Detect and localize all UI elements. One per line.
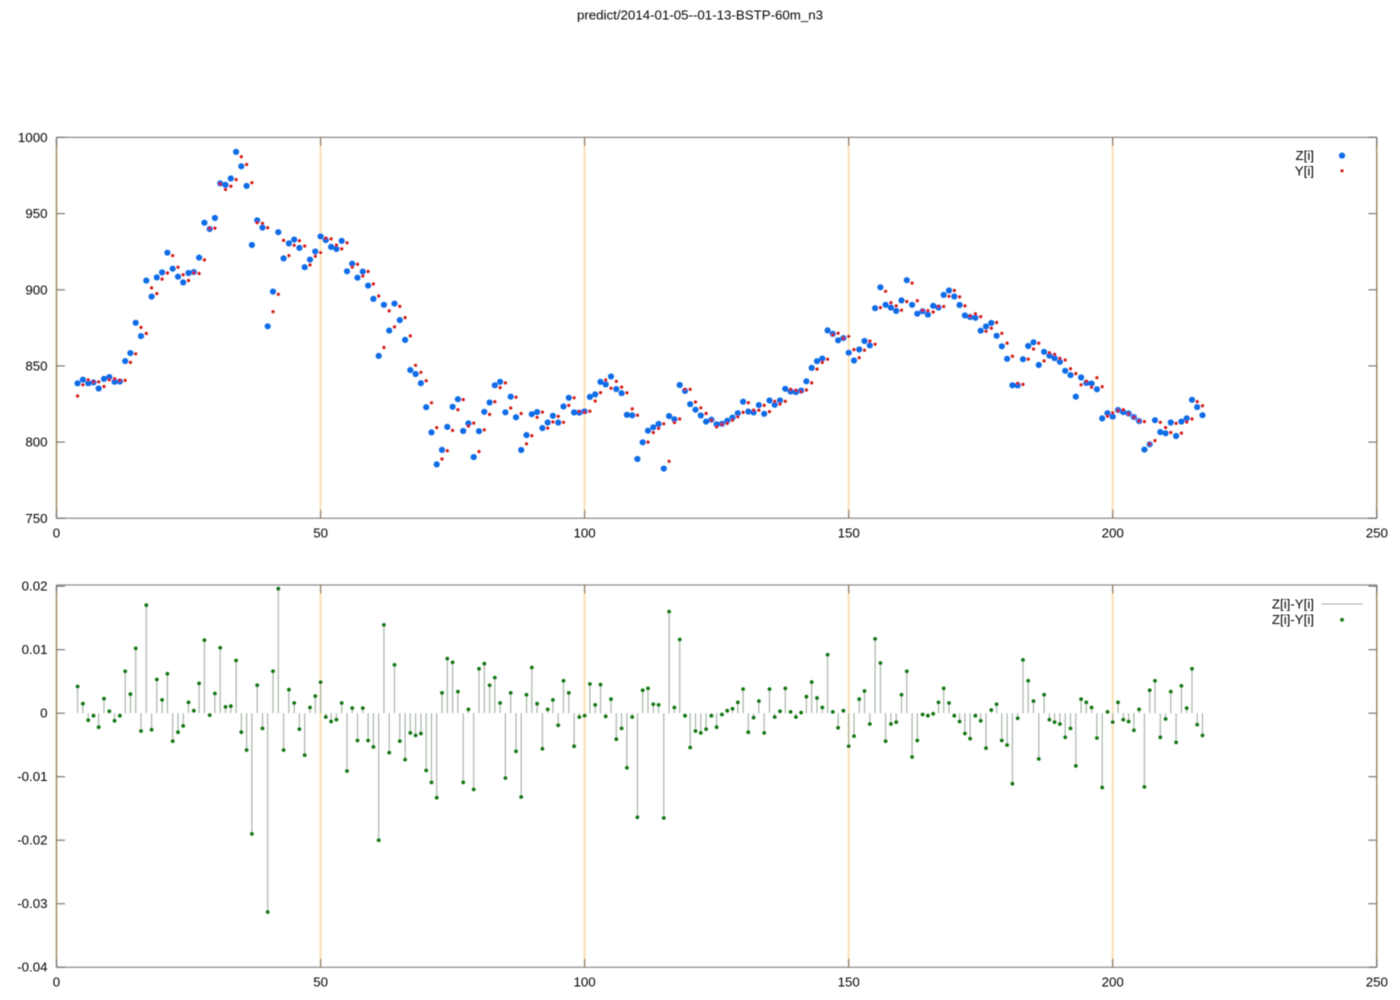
svg-text:0.01: 0.01 <box>22 642 48 657</box>
svg-text:900: 900 <box>25 282 47 297</box>
svg-text:850: 850 <box>25 358 47 373</box>
svg-text:50: 50 <box>313 975 328 990</box>
svg-text:predict/2014-01-05--01-13-BSTP: predict/2014-01-05--01-13-BSTP-60m_n3 <box>577 8 823 23</box>
svg-text:100: 100 <box>574 975 596 990</box>
svg-text:0: 0 <box>40 706 47 721</box>
svg-text:250: 250 <box>1366 526 1388 541</box>
svg-text:-0.01: -0.01 <box>17 769 47 784</box>
svg-text:Z[i]-Y[i]: Z[i]-Y[i] <box>1272 596 1314 611</box>
svg-text:150: 150 <box>838 526 860 541</box>
svg-text:150: 150 <box>838 975 860 990</box>
svg-text:-0.04: -0.04 <box>17 960 47 975</box>
svg-text:Y[i]: Y[i] <box>1295 163 1314 178</box>
svg-text:200: 200 <box>1102 526 1124 541</box>
svg-text:Z[i]: Z[i] <box>1296 148 1314 163</box>
svg-text:-0.02: -0.02 <box>17 833 47 848</box>
svg-text:0.02: 0.02 <box>22 579 48 594</box>
svg-text:950: 950 <box>25 206 47 221</box>
svg-text:1000: 1000 <box>18 130 48 145</box>
svg-text:50: 50 <box>313 526 328 541</box>
svg-text:250: 250 <box>1366 975 1388 990</box>
svg-text:200: 200 <box>1102 975 1124 990</box>
svg-text:0: 0 <box>53 526 60 541</box>
svg-text:-0.03: -0.03 <box>17 896 47 911</box>
svg-text:0: 0 <box>53 975 60 990</box>
svg-text:800: 800 <box>25 435 47 450</box>
svg-text:Z[i]-Y[i]: Z[i]-Y[i] <box>1272 612 1314 627</box>
svg-text:100: 100 <box>574 526 596 541</box>
svg-text:750: 750 <box>25 511 47 526</box>
